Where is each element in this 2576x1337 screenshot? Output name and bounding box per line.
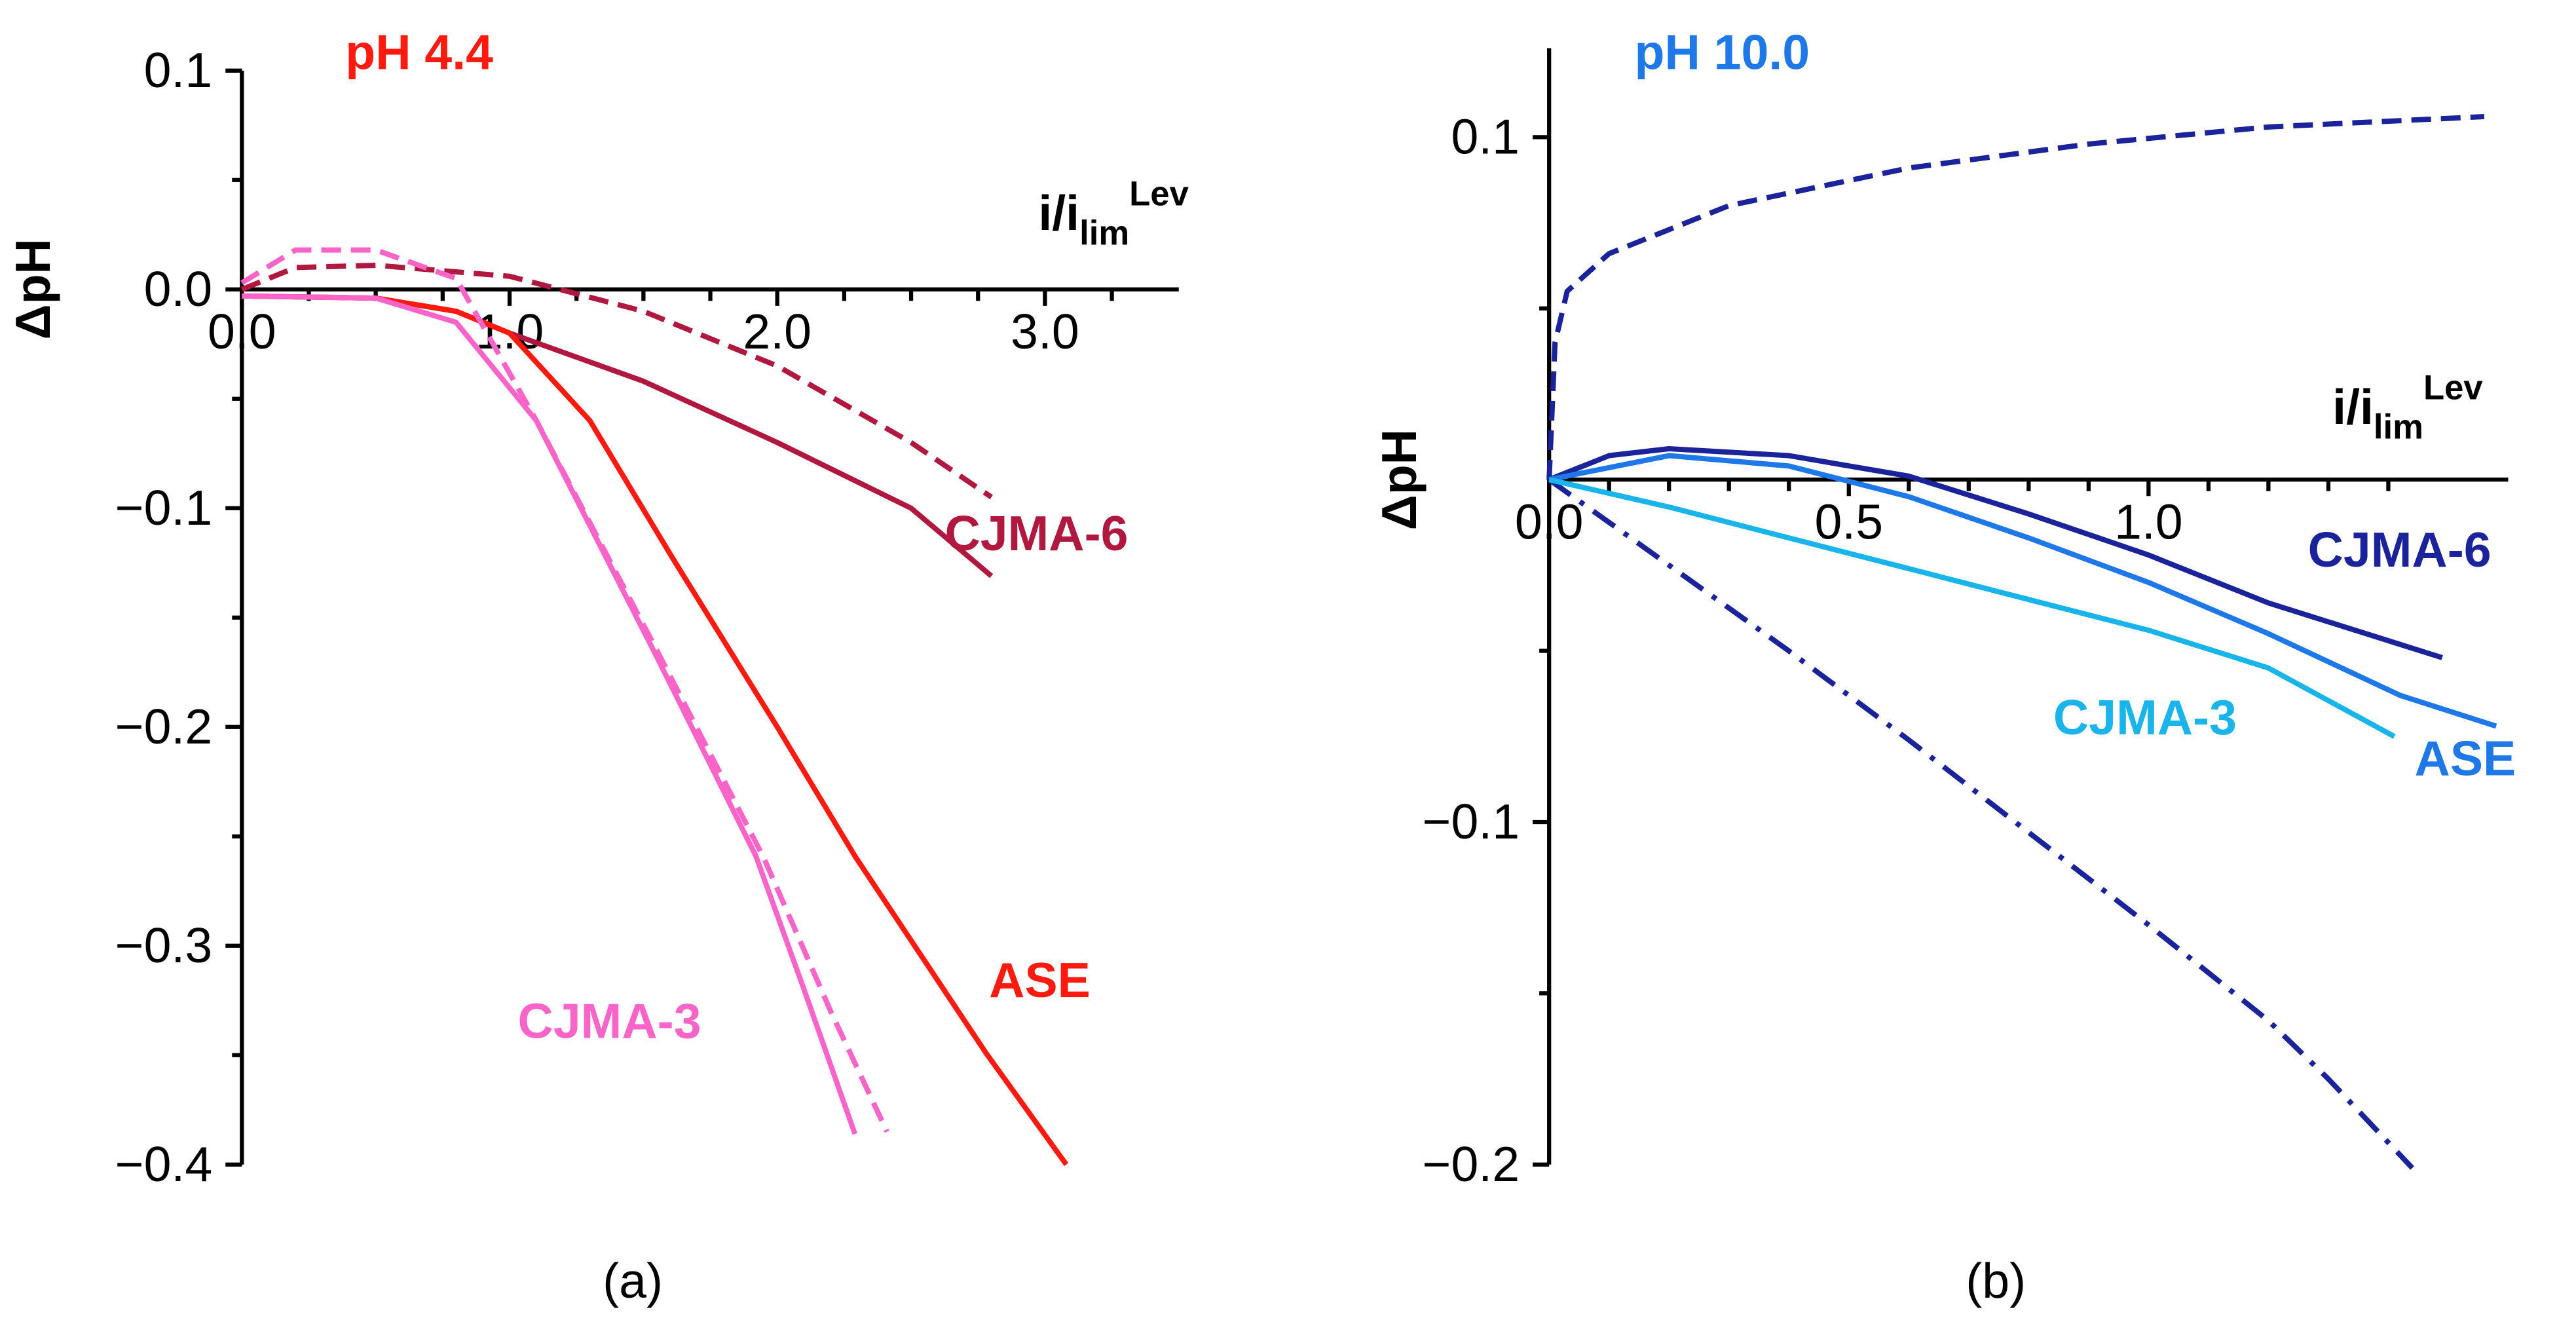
y-tick-label: −0.1: [115, 480, 213, 535]
series-line: [242, 293, 994, 578]
y-axis-label: ΔpH: [5, 238, 60, 339]
series-line: [242, 293, 1069, 1167]
x-tick-label: 3.0: [1011, 304, 1079, 359]
series-line: [242, 293, 858, 1135]
series-line: [1548, 453, 2497, 729]
series-label: CJMA-3: [518, 994, 701, 1049]
y-tick-label: 0.1: [144, 43, 213, 98]
chart-title: pH 4.4: [345, 24, 493, 79]
y-tick-label: −0.1: [1423, 794, 1520, 849]
x-label-main: i/i: [1038, 185, 1079, 240]
series-line: [1546, 114, 2485, 480]
series-label: CJMA-6: [2308, 522, 2492, 577]
x-tick-label: 0.5: [1814, 494, 1883, 549]
y-tick-label: −0.4: [115, 1137, 213, 1192]
x-label-sub: lim: [1079, 214, 1129, 253]
series-label: CJMA-6: [944, 506, 1128, 561]
series-line: [1548, 477, 2396, 739]
chart-title: pH 10.0: [1635, 24, 1810, 79]
y-tick-label: −0.2: [1423, 1137, 1520, 1192]
series-line: [1547, 477, 2414, 1170]
series-line: [1548, 446, 2443, 660]
x-axis-label: i/ilimLev: [1038, 174, 1189, 252]
x-label-main: i/i: [2332, 379, 2374, 434]
y-tick-label: 0.0: [144, 261, 213, 316]
series-line: [240, 262, 993, 500]
y-tick-label: −0.3: [115, 918, 213, 973]
x-tick-label: 2.0: [743, 304, 812, 359]
x-label-sup: Lev: [1129, 174, 1189, 213]
panel: 0.10.0−0.1−0.2−0.3−0.40.0 1.0 2.0 3.0CJMA-6…: [5, 24, 1189, 1308]
series-label: ASE: [2415, 730, 2516, 785]
x-tick-label: 0.0: [208, 304, 276, 359]
series-label: ASE: [989, 952, 1091, 1007]
series-line: [240, 247, 889, 1133]
x-tick-label: 1.0: [2114, 494, 2183, 549]
x-label-sup: Lev: [2423, 368, 2483, 407]
y-tick-label: 0.1: [1451, 109, 1520, 164]
y-axis-label: ΔpH: [1372, 429, 1427, 530]
panel-caption: (a): [603, 1253, 663, 1308]
x-label-sub: lim: [2374, 407, 2423, 446]
panel: 0.1 −0.1 −0.2 0.0 0.5 1.0 CJMA-6 ASE CJMA-3 pH 10…: [1372, 24, 2516, 1308]
x-axis-label: i/ilimLev: [2332, 368, 2483, 446]
x-tick-label: 0.0: [1515, 494, 1584, 549]
series-label: CJMA-3: [2053, 690, 2237, 745]
panel-caption: (b): [1966, 1253, 2026, 1308]
y-tick-label: −0.2: [115, 699, 213, 754]
